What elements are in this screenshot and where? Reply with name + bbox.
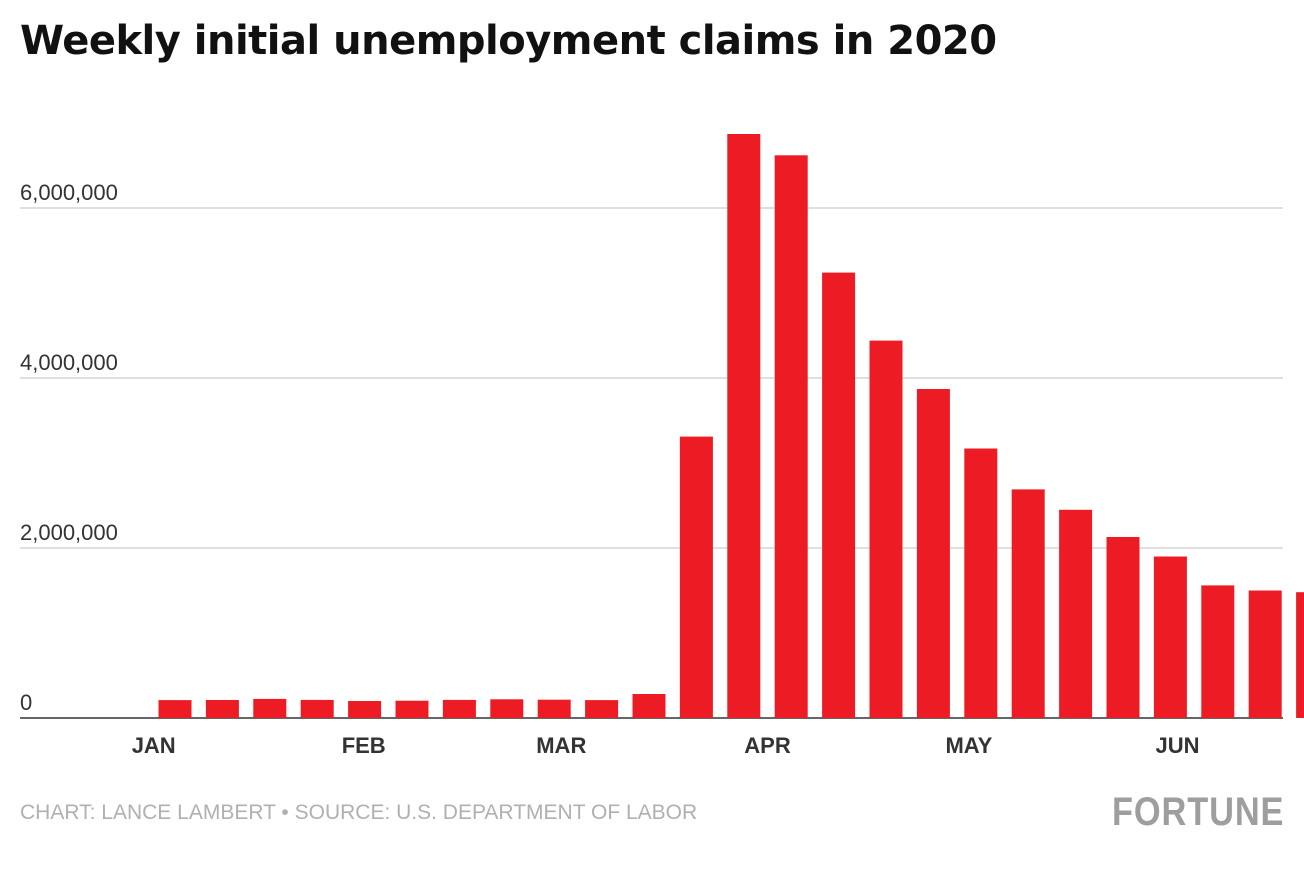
bar	[774, 155, 808, 719]
bar	[537, 699, 571, 718]
bar	[916, 389, 950, 718]
y-tick-label: 0	[20, 690, 32, 715]
bar	[348, 701, 382, 718]
bar	[490, 699, 524, 718]
x-axis-labels: JAN FEB MAR APR MAY JUN	[132, 733, 1200, 758]
bar	[1248, 590, 1282, 718]
y-tick-label: 4,000,000	[20, 350, 118, 375]
bar	[869, 340, 903, 718]
chart-title: Weekly initial unemployment claims in 20…	[20, 18, 997, 64]
x-tick-label: MAY	[945, 733, 992, 758]
bars	[158, 134, 1304, 719]
x-tick-label: JAN	[132, 733, 176, 758]
x-tick-label: FEB	[342, 733, 386, 758]
bar	[727, 134, 761, 718]
source-credit: CHART: LANCE LAMBERT • SOURCE: U.S. DEPA…	[20, 801, 698, 824]
x-tick-label: JUN	[1155, 733, 1199, 758]
bar	[1153, 556, 1187, 718]
bar	[1106, 537, 1140, 718]
bar	[964, 448, 998, 718]
bar	[300, 699, 334, 718]
bar	[679, 436, 713, 718]
bar	[158, 700, 192, 718]
y-tick-label: 2,000,000	[20, 520, 118, 545]
bar	[1201, 585, 1235, 718]
bar	[1011, 489, 1045, 718]
fortune-logo: FORTUNE	[1111, 790, 1284, 834]
bar	[442, 699, 476, 718]
bar	[1059, 509, 1093, 719]
gridlines	[20, 207, 1283, 719]
y-axis-labels: 0 2,000,000 4,000,000 6,000,000	[20, 180, 118, 715]
bar	[1296, 592, 1304, 718]
x-tick-label: APR	[744, 733, 791, 758]
bar	[205, 700, 239, 718]
y-tick-label: 6,000,000	[20, 180, 118, 205]
bar	[253, 698, 287, 718]
x-tick-label: MAR	[536, 733, 586, 758]
bar	[632, 694, 666, 718]
bar	[585, 700, 619, 718]
bar	[395, 700, 429, 718]
bar	[822, 272, 856, 718]
